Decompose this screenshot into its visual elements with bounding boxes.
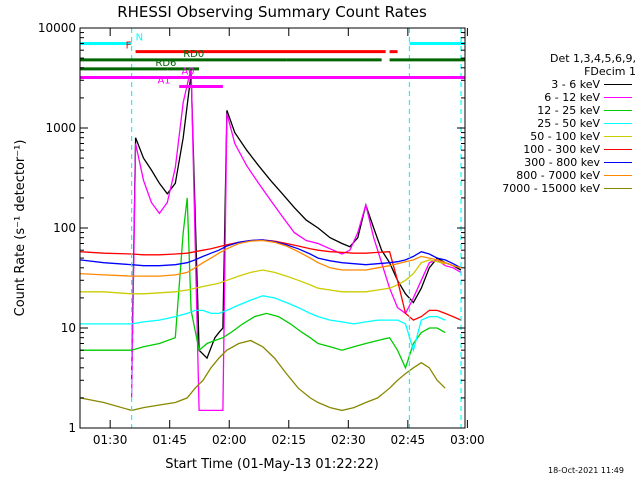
series-line-7 xyxy=(79,239,462,277)
series-line-1 xyxy=(130,67,462,412)
series-line-3 xyxy=(80,295,446,353)
legend-entry-0: 3 - 6 keV xyxy=(488,78,636,91)
legend-entries: 3 - 6 keV 6 - 12 keV 12 - 25 keV 25 - 50 ke… xyxy=(488,78,636,195)
legend: Det 1,3,4,5,6,9, FDecim 1 3 - 6 keV 6 - 1… xyxy=(488,52,636,195)
generation-timestamp: 18-Oct-2021 11:49 xyxy=(548,466,624,475)
series-line-5 xyxy=(79,239,462,321)
legend-entry-4: 50 - 100 keV xyxy=(488,130,636,143)
legend-swatch xyxy=(604,84,632,85)
legend-entry-5: 100 - 300 keV xyxy=(488,143,636,156)
y-axis-ticks: 1 10 100 1000 10000 xyxy=(38,21,465,435)
legend-swatch xyxy=(604,110,632,111)
x-tick-label-2: 02:00 xyxy=(212,433,247,447)
flag-label-n: N xyxy=(136,32,143,43)
series-line-6 xyxy=(79,239,462,269)
y-tick-label-3: 1000 xyxy=(45,121,76,135)
series-line-2 xyxy=(80,197,446,370)
chart-title: RHESSI Observing Summary Count Rates xyxy=(117,3,427,21)
x-tick-label-3: 02:15 xyxy=(271,433,306,447)
legend-entry-1: 6 - 12 keV xyxy=(488,91,636,104)
x-axis-label: Start Time (01-May-13 01:22:22) xyxy=(165,457,379,472)
legend-entry-label: 3 - 6 keV xyxy=(551,78,600,91)
legend-entry-label: 7000 - 15000 keV xyxy=(502,182,600,195)
legend-swatch xyxy=(604,175,632,176)
legend-swatch xyxy=(604,162,632,163)
legend-swatch xyxy=(604,123,632,124)
legend-entry-6: 300 - 800 kev xyxy=(488,156,636,169)
x-tick-label-5: 02:45 xyxy=(391,433,426,447)
legend-title-line-2: FDecim 1 xyxy=(584,65,636,78)
x-axis-ticks: 01:30 01:45 02:00 02:15 02:30 02:45 03:00 xyxy=(93,28,485,447)
legend-entry-label: 50 - 100 keV xyxy=(530,130,600,143)
legend-title-line-1: Det 1,3,4,5,6,9, xyxy=(549,52,636,65)
y-axis-label: Count Rate (s⁻¹ detector⁻¹) xyxy=(13,140,28,317)
x-tick-label-0: 01:30 xyxy=(93,433,128,447)
flag-label-rd6: RD6 xyxy=(155,58,176,69)
legend-entry-2: 12 - 25 keV xyxy=(488,104,636,117)
x-tick-label-1: 01:45 xyxy=(152,433,187,447)
legend-swatch xyxy=(604,136,632,137)
series-line-8 xyxy=(79,339,446,412)
legend-entry-label: 12 - 25 keV xyxy=(537,104,600,117)
y-tick-label-4: 10000 xyxy=(38,21,76,35)
legend-entry-label: 100 - 300 keV xyxy=(523,143,600,156)
legend-entry-3: 25 - 50 keV xyxy=(488,117,636,130)
legend-entry-label: 25 - 50 keV xyxy=(537,117,600,130)
x-tick-label-4: 02:30 xyxy=(331,433,366,447)
y-tick-label-0: 1 xyxy=(68,421,76,435)
series-layer xyxy=(79,67,462,412)
legend-entry-label: 300 - 800 kev xyxy=(524,156,600,169)
flag-label-rd0: RD0 xyxy=(183,49,204,60)
plot-frame xyxy=(79,27,466,429)
legend-entry-7: 800 - 7000 keV xyxy=(488,169,636,182)
legend-entry-label: 800 - 7000 keV xyxy=(516,169,600,182)
legend-entry-8: 7000 - 15000 keV xyxy=(488,182,636,195)
series-line-4 xyxy=(80,259,446,295)
flag-label-a1: A1 xyxy=(157,76,170,87)
flag-label-f: F xyxy=(126,41,132,52)
flag-bars: NF RD0 RD6 A0 A1 xyxy=(80,32,465,89)
legend-swatch xyxy=(604,97,632,98)
flag-label-a0: A0 xyxy=(181,66,194,77)
legend-swatch xyxy=(604,188,632,189)
y-tick-label-1: 10 xyxy=(61,321,76,335)
y-tick-label-2: 100 xyxy=(53,221,76,235)
x-tick-label-6: 03:00 xyxy=(450,433,485,447)
legend-entry-label: 6 - 12 keV xyxy=(544,91,600,104)
legend-swatch xyxy=(604,149,632,150)
